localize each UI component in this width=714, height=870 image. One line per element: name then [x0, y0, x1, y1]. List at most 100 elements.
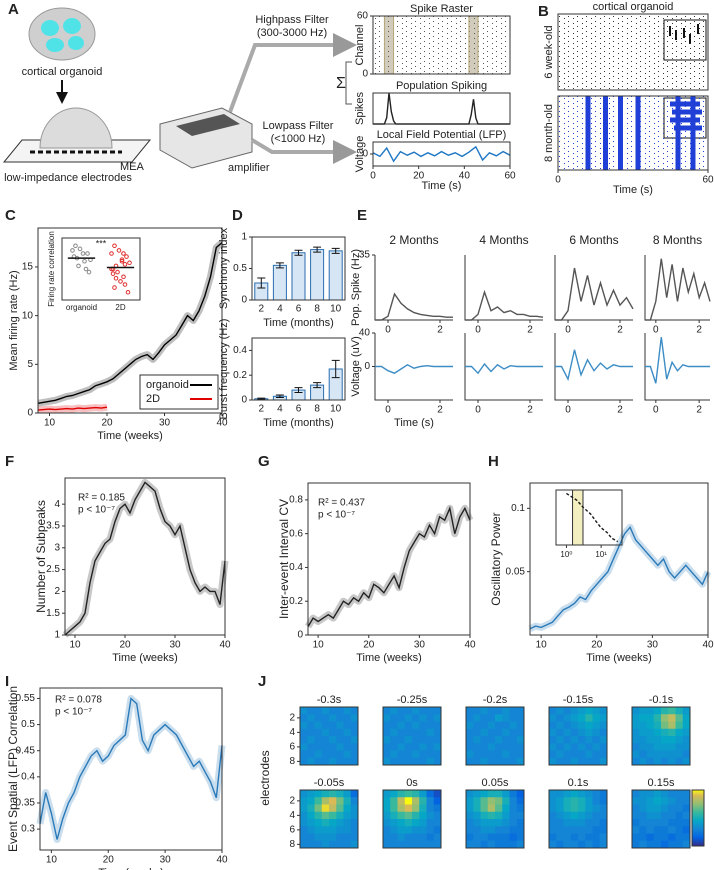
heat-cell [412, 811, 420, 820]
heat-cell [336, 840, 344, 849]
heat-cell [661, 743, 669, 751]
heat-cell [307, 714, 315, 722]
heat-cell [585, 840, 593, 849]
heat-cell [639, 826, 647, 834]
axis [554, 255, 633, 321]
y-tick-label: 0 [362, 149, 368, 160]
x-tick-label: 2 [437, 405, 443, 416]
heat-cell [675, 790, 684, 798]
chart: 00 20 40 60 Local Field Potential (LFP) Time … [354, 129, 516, 192]
heat-cell [495, 840, 503, 849]
y-tick-label: 0.45 [16, 745, 36, 756]
heat-cell [516, 790, 525, 798]
heat-cell [516, 840, 525, 849]
heat-cell [585, 819, 593, 827]
y-axis-label: Voltage [354, 136, 366, 173]
axis-frame [557, 95, 709, 171]
heat-cell [480, 840, 489, 849]
heat-cell [336, 736, 344, 744]
error-bar [257, 397, 266, 400]
heat-cell [549, 819, 557, 827]
heat-cell [578, 728, 586, 737]
axis-frame [555, 489, 623, 546]
line [465, 362, 543, 375]
axis-frame [251, 337, 346, 401]
heat-cell [599, 840, 608, 849]
heat-cell [466, 757, 474, 766]
heat-cell [397, 840, 406, 849]
heat-cell [404, 736, 413, 744]
y-tick-label: 0.4 [21, 771, 35, 782]
chart: organoid 2D Firing rate correlation *** [47, 231, 141, 312]
heat-cell [336, 721, 344, 730]
axis-frame [307, 482, 471, 636]
label: (<1000 Hz) [271, 133, 326, 145]
heat-cell [509, 728, 518, 737]
heat-cell [321, 743, 330, 751]
x-tick-label: 10¹ [595, 550, 607, 559]
x-tick-label: 0 [555, 175, 561, 186]
heat-cell [682, 721, 691, 730]
heat-cell [307, 757, 315, 766]
heat-cell [433, 797, 442, 805]
heat-cell [585, 826, 593, 834]
heat-cell [556, 736, 564, 744]
y-tick-label: 0 [27, 408, 33, 419]
heat-cell [350, 757, 359, 766]
line [373, 92, 510, 125]
y-tick-label: 4 [289, 810, 295, 821]
heat-cell [314, 707, 323, 715]
x-axis-label: Time (weeks) [586, 652, 652, 664]
heat-cell [390, 833, 398, 842]
y-tick-label: 2.5 [46, 564, 60, 575]
heat-cell [412, 736, 420, 744]
heat-cell [563, 714, 572, 722]
chart-title: -0.25s [397, 694, 428, 706]
heat-cell [675, 750, 684, 759]
axis-frame [299, 706, 359, 766]
panel-label: C [5, 207, 16, 224]
axis-frame [631, 706, 691, 766]
heat-cell [599, 743, 608, 751]
y-tick-label: 0 [297, 630, 303, 641]
chart: 2 4 6 8 10 0 0.2 0.4 Time (months) Burst frequenc… [218, 319, 346, 429]
chart: 0 60 Spike Raster Channel [354, 3, 511, 80]
heat-cell [336, 714, 344, 722]
heat-cell [307, 728, 315, 737]
y-axis-label: Burst frequency (Hz) [218, 319, 230, 420]
chart: cortical organoid 6 week-old [543, 1, 709, 91]
point [110, 271, 116, 276]
heat-cell [397, 721, 406, 730]
heat-cell [419, 804, 427, 813]
y-tick-label: 0.4 [289, 562, 303, 573]
axis-frame [548, 789, 608, 849]
heat-cell [495, 797, 503, 805]
heat-cell [563, 826, 572, 834]
heat-cell [516, 804, 525, 813]
heat-cell [300, 714, 308, 722]
heat-cell [570, 743, 579, 751]
heat-cell [556, 757, 564, 766]
heat-cell [682, 833, 691, 842]
y-tick-label: 6 [289, 825, 295, 836]
heat-cell [473, 790, 481, 798]
heat-cell [502, 721, 510, 730]
axis-frame [548, 706, 608, 766]
heat-cell [473, 804, 481, 813]
heat-cell [419, 811, 427, 820]
heat-cell [653, 833, 662, 842]
heat-cell [563, 721, 572, 730]
point [112, 285, 117, 290]
line [307, 505, 471, 627]
heat-cell [480, 750, 489, 759]
heat-cell [321, 757, 330, 766]
heat-cell [336, 797, 344, 805]
x-tick-label: 10 [313, 640, 325, 651]
heat-cell [404, 804, 413, 813]
heat-cell [556, 714, 564, 722]
heat-cell [668, 804, 676, 813]
heat-cell [599, 728, 608, 737]
heat-cell [661, 819, 669, 827]
heat-cell [578, 833, 586, 842]
